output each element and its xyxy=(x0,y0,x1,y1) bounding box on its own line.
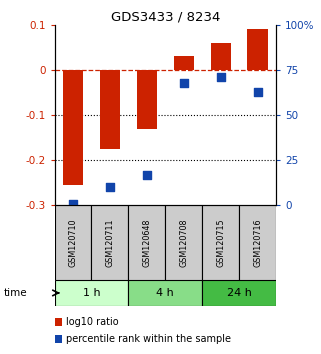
Bar xyxy=(55,280,128,306)
Bar xyxy=(211,43,231,70)
Point xyxy=(181,80,187,85)
Text: GSM120648: GSM120648 xyxy=(142,218,152,267)
Bar xyxy=(55,205,91,280)
Bar xyxy=(63,70,83,185)
Bar xyxy=(91,205,128,280)
Bar xyxy=(137,70,157,129)
Bar xyxy=(128,280,202,306)
Text: GSM120715: GSM120715 xyxy=(216,218,225,267)
Point xyxy=(255,89,260,95)
Point xyxy=(71,201,76,207)
Text: time: time xyxy=(3,288,27,298)
Text: 4 h: 4 h xyxy=(156,288,174,298)
Text: percentile rank within the sample: percentile rank within the sample xyxy=(66,334,231,344)
Bar xyxy=(165,205,202,280)
Bar xyxy=(100,70,120,149)
Point xyxy=(218,74,223,80)
Text: GSM120710: GSM120710 xyxy=(68,218,78,267)
Bar xyxy=(202,280,276,306)
Bar xyxy=(247,29,268,70)
Bar xyxy=(202,205,239,280)
Text: GSM120716: GSM120716 xyxy=(253,218,262,267)
Title: GDS3433 / 8234: GDS3433 / 8234 xyxy=(111,11,220,24)
Text: GSM120711: GSM120711 xyxy=(105,218,115,267)
Bar xyxy=(239,205,276,280)
Text: log10 ratio: log10 ratio xyxy=(66,317,119,327)
Text: GSM120708: GSM120708 xyxy=(179,218,188,267)
Point xyxy=(107,184,113,190)
Text: 1 h: 1 h xyxy=(83,288,100,298)
Bar xyxy=(128,205,165,280)
Bar xyxy=(174,56,194,70)
Text: 24 h: 24 h xyxy=(227,288,252,298)
Point xyxy=(144,172,150,177)
